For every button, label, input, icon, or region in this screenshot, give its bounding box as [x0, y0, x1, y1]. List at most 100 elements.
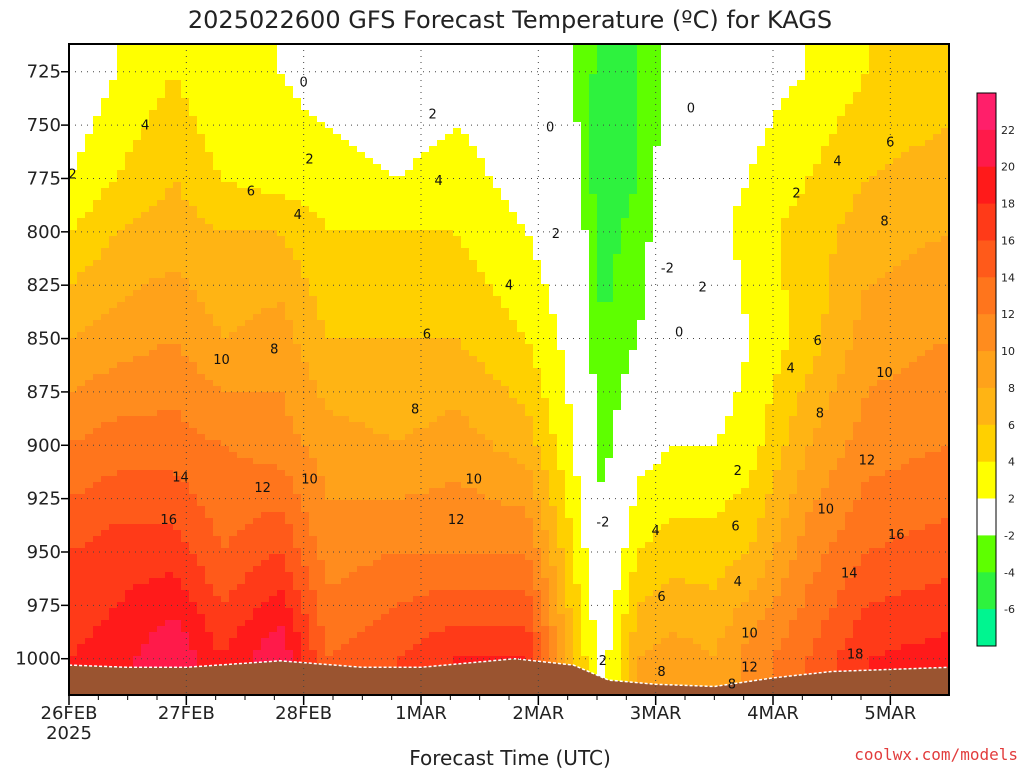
temperature-cell: [397, 50, 406, 57]
temperature-cell: [253, 452, 262, 459]
temperature-cell: [405, 362, 414, 369]
temperature-cell: [309, 350, 318, 357]
temperature-cell: [325, 650, 334, 657]
temperature-cell: [173, 644, 182, 651]
temperature-cell: [365, 278, 374, 285]
temperature-cell: [213, 452, 222, 459]
temperature-cell: [413, 146, 422, 153]
temperature-cell: [389, 512, 398, 519]
temperature-cell: [317, 308, 326, 315]
temperature-cell: [293, 584, 302, 591]
temperature-cell: [141, 416, 150, 423]
temperature-cell: [141, 128, 150, 135]
temperature-cell: [285, 182, 294, 189]
temperature-cell: [301, 86, 310, 93]
temperature-cell: [117, 176, 126, 183]
temperature-cell: [365, 110, 374, 117]
temperature-cell: [205, 476, 214, 483]
temperature-cell: [109, 356, 118, 363]
temperature-cell: [277, 302, 286, 309]
temperature-cell: [117, 356, 126, 363]
temperature-cell: [349, 482, 358, 489]
temperature-cell: [109, 50, 118, 57]
temperature-cell: [333, 260, 342, 267]
temperature-cell: [293, 560, 302, 567]
temperature-cell: [429, 446, 438, 453]
temperature-cell: [285, 236, 294, 243]
temperature-cell: [165, 116, 174, 123]
temperature-cell: [125, 404, 134, 411]
temperature-cell: [349, 278, 358, 285]
temperature-cell: [181, 260, 190, 267]
temperature-cell: [365, 332, 374, 339]
temperature-cell: [397, 488, 406, 495]
temperature-cell: [133, 314, 142, 321]
temperature-cell: [181, 272, 190, 279]
temperature-cell: [381, 224, 390, 231]
temperature-cell: [325, 110, 334, 117]
temperature-cell: [205, 74, 214, 81]
temperature-cell: [253, 524, 262, 531]
temperature-cell: [165, 272, 174, 279]
temperature-cell: [293, 62, 302, 69]
temperature-cell: [157, 344, 166, 351]
temperature-cell: [389, 500, 398, 507]
temperature-cell: [381, 290, 390, 297]
temperature-cell: [85, 386, 94, 393]
temperature-cell: [333, 536, 342, 543]
temperature-cell: [269, 350, 278, 357]
temperature-cell: [85, 500, 94, 507]
temperature-cell: [149, 566, 158, 573]
temperature-cell: [237, 560, 246, 567]
temperature-cell: [109, 452, 118, 459]
temperature-cell: [405, 188, 414, 195]
temperature-cell: [197, 476, 206, 483]
temperature-cell: [429, 326, 438, 333]
temperature-cell: [173, 662, 182, 669]
temperature-cell: [405, 308, 414, 315]
temperature-cell: [85, 542, 94, 549]
temperature-cell: [237, 614, 246, 621]
temperature-cell: [117, 158, 126, 165]
temperature-cell: [85, 482, 94, 489]
temperature-cell: [237, 386, 246, 393]
temperature-cell: [317, 368, 326, 375]
temperature-cell: [381, 68, 390, 75]
temperature-cell: [341, 170, 350, 177]
temperature-cell: [181, 146, 190, 153]
temperature-cell: [301, 416, 310, 423]
temperature-cell: [365, 62, 374, 69]
temperature-cell: [365, 488, 374, 495]
temperature-cell: [101, 98, 110, 105]
temperature-cell: [141, 86, 150, 93]
temperature-cell: [197, 242, 206, 249]
temperature-cell: [101, 134, 110, 141]
temperature-cell: [429, 284, 438, 291]
temperature-cell: [181, 278, 190, 285]
temperature-cell: [93, 494, 102, 501]
temperature-cell: [261, 566, 270, 573]
temperature-cell: [197, 620, 206, 627]
temperature-cell: [349, 98, 358, 105]
temperature-cell: [357, 284, 366, 291]
temperature-cell: [229, 296, 238, 303]
temperature-cell: [101, 296, 110, 303]
temperature-cell: [197, 236, 206, 243]
temperature-cell: [173, 620, 182, 627]
temperature-cell: [229, 260, 238, 267]
temperature-cell: [85, 614, 94, 621]
temperature-cell: [149, 326, 158, 333]
temperature-cell: [309, 182, 318, 189]
temperature-cell: [141, 518, 150, 525]
temperature-cell: [365, 596, 374, 603]
temperature-cell: [229, 542, 238, 549]
temperature-cell: [261, 548, 270, 555]
temperature-cell: [381, 554, 390, 561]
temperature-cell: [181, 338, 190, 345]
temperature-cell: [157, 158, 166, 165]
temperature-cell: [189, 332, 198, 339]
temperature-cell: [253, 314, 262, 321]
temperature-cell: [333, 80, 342, 87]
temperature-cell: [261, 230, 270, 237]
temperature-cell: [421, 428, 430, 435]
